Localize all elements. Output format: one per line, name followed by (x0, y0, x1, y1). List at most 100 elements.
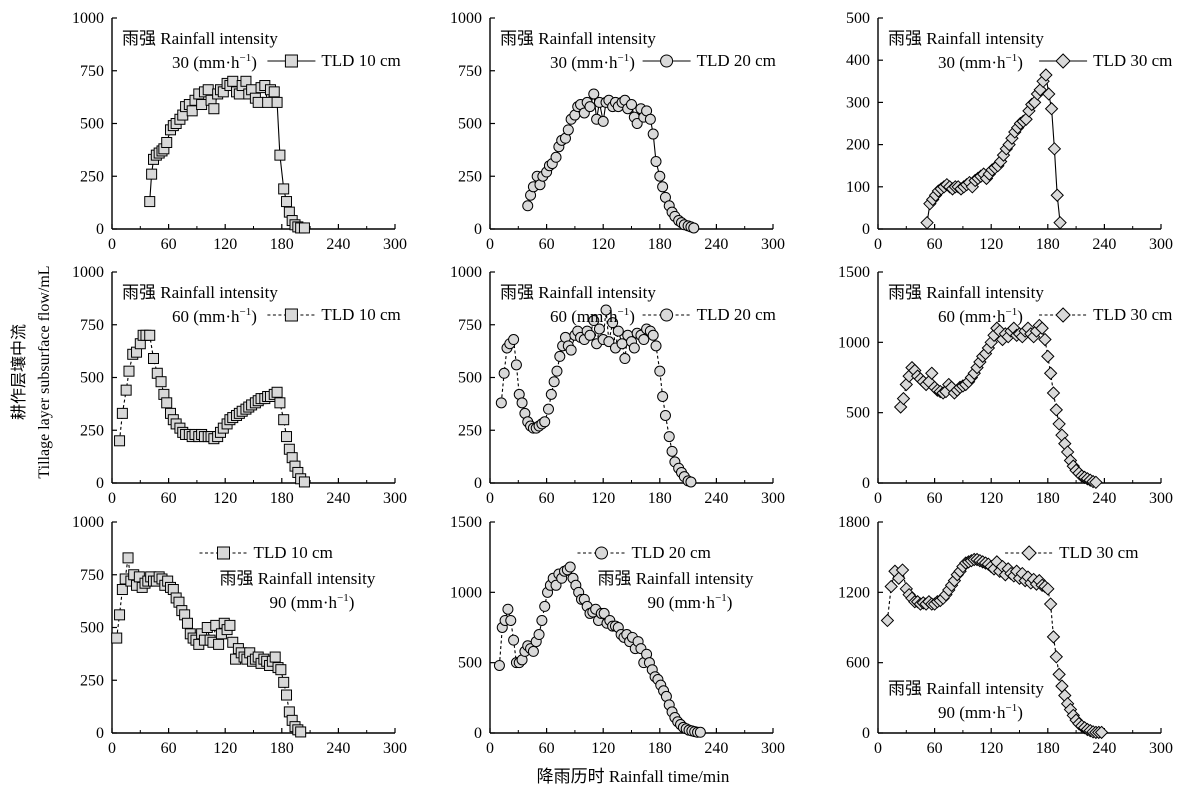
intensity-value-close: ) (1017, 307, 1023, 326)
data-point (920, 215, 934, 230)
data-point (663, 431, 675, 443)
legend-label: TLD 30 cm (1059, 543, 1138, 562)
y-tick-label: 0 (96, 475, 104, 492)
data-point (584, 329, 596, 341)
legend-label: TLD 20 cm (632, 543, 711, 562)
data-point (1043, 366, 1058, 380)
data-point (114, 435, 126, 447)
intensity-value: 30 (mm·h−1) (172, 52, 257, 72)
y-tick-label: 0 (862, 475, 870, 492)
y-tick-label: 500 (458, 116, 482, 133)
y-tick-label: 1000 (72, 10, 104, 27)
data-point (502, 603, 514, 615)
y-tick-label: 300 (846, 94, 870, 111)
data-point (262, 96, 274, 108)
data-point (271, 386, 283, 398)
x-tick-label: 60 (161, 490, 177, 507)
data-point (688, 222, 700, 234)
data-point (505, 614, 517, 626)
data-point (111, 632, 123, 644)
legend: TLD 20 cm (642, 305, 776, 324)
data-point (278, 183, 290, 195)
intensity-value: 30 (mm·h−1) (550, 52, 635, 72)
data-point (1041, 349, 1055, 364)
data-point (1043, 597, 1058, 611)
legend-marker (217, 546, 230, 560)
data-point (562, 124, 574, 136)
x-tick-label: 60 (927, 490, 943, 507)
y-axis-title-zh: 耕作层壤中流 (9, 324, 28, 420)
legend: TLD 10 cm (267, 51, 401, 70)
x-tick-label: 180 (1036, 490, 1060, 507)
data-point (612, 325, 624, 337)
y-tick-label: 500 (458, 370, 482, 387)
data-point (1039, 68, 1053, 82)
y-tick-label: 1000 (450, 10, 482, 27)
x-tick-label: 300 (1149, 740, 1173, 757)
data-point (884, 579, 898, 594)
panel-p-90-20: 0 500 1000 1500 0 60 120 180 240 300 TLD 20 cm 雨强 R… (450, 514, 785, 757)
data-point (550, 151, 562, 163)
data-point (1038, 332, 1052, 347)
data-point (114, 609, 126, 621)
x-tick-label: 0 (108, 740, 116, 757)
x-tick-label: 0 (486, 236, 494, 253)
data-point (1053, 215, 1067, 230)
y-tick-label: 500 (80, 370, 104, 387)
x-tick-label: 240 (326, 490, 350, 507)
x-tick-label: 120 (979, 490, 1003, 507)
intensity-label: 雨强 Rainfall intensity (220, 569, 376, 588)
data-point (144, 196, 156, 208)
x-tick-label: 240 (1092, 236, 1116, 253)
data-point (278, 676, 290, 688)
y-tick-label: 0 (862, 725, 870, 742)
data-point (148, 353, 160, 365)
data-point (510, 359, 522, 371)
data-point (181, 617, 193, 629)
y-tick-label: 500 (80, 116, 104, 133)
x-tick-label: 0 (874, 740, 882, 757)
x-tick-label: 240 (704, 236, 728, 253)
x-tick-label: 120 (213, 490, 237, 507)
data-point (584, 101, 596, 113)
legend-marker (660, 54, 674, 68)
data-point (1049, 403, 1063, 417)
data-point (650, 155, 662, 167)
x-tick-label: 300 (383, 740, 407, 757)
data-point (161, 397, 173, 409)
intensity-value: 60 (mm·h−1) (938, 306, 1023, 326)
y-tick-label: 200 (846, 137, 870, 154)
x-tick-label: 180 (1036, 740, 1060, 757)
y-tick-label: 750 (458, 63, 482, 80)
intensity-value-close: ) (629, 307, 635, 326)
legend-marker (1055, 307, 1071, 323)
data-point (274, 149, 286, 161)
data-point (508, 334, 520, 346)
data-point (1046, 630, 1061, 644)
data-point (896, 391, 911, 406)
data-point (554, 350, 566, 362)
intensity-value-main: 60 (mm·h (172, 307, 240, 326)
x-tick-label: 300 (761, 490, 785, 507)
intensity-annotation: 雨强 Rainfall intensity 60 (mm·h−1) (888, 283, 1044, 326)
y-tick-label: 400 (846, 52, 870, 69)
data-point (539, 416, 551, 428)
data-point (626, 99, 637, 111)
x-tick-label: 120 (213, 236, 237, 253)
intensity-value-main: 90 (mm·h (938, 703, 1006, 722)
data-point (533, 629, 545, 641)
intensity-value: 90 (mm·h−1) (938, 702, 1023, 722)
data-point (644, 113, 656, 125)
y-tick-label: 0 (474, 221, 482, 238)
data-point (1089, 475, 1103, 490)
y-tick-label: 1000 (72, 264, 104, 281)
x-tick-label: 0 (486, 740, 494, 757)
intensity-value-close: ) (251, 53, 257, 72)
data-point (281, 196, 293, 208)
data-point (522, 200, 534, 212)
y-tick-label: 0 (96, 725, 104, 742)
legend-label: TLD 20 cm (697, 51, 776, 70)
intensity-label: 雨强 Rainfall intensity (122, 29, 278, 48)
intensity-unit-superscript: −1 (337, 592, 349, 604)
